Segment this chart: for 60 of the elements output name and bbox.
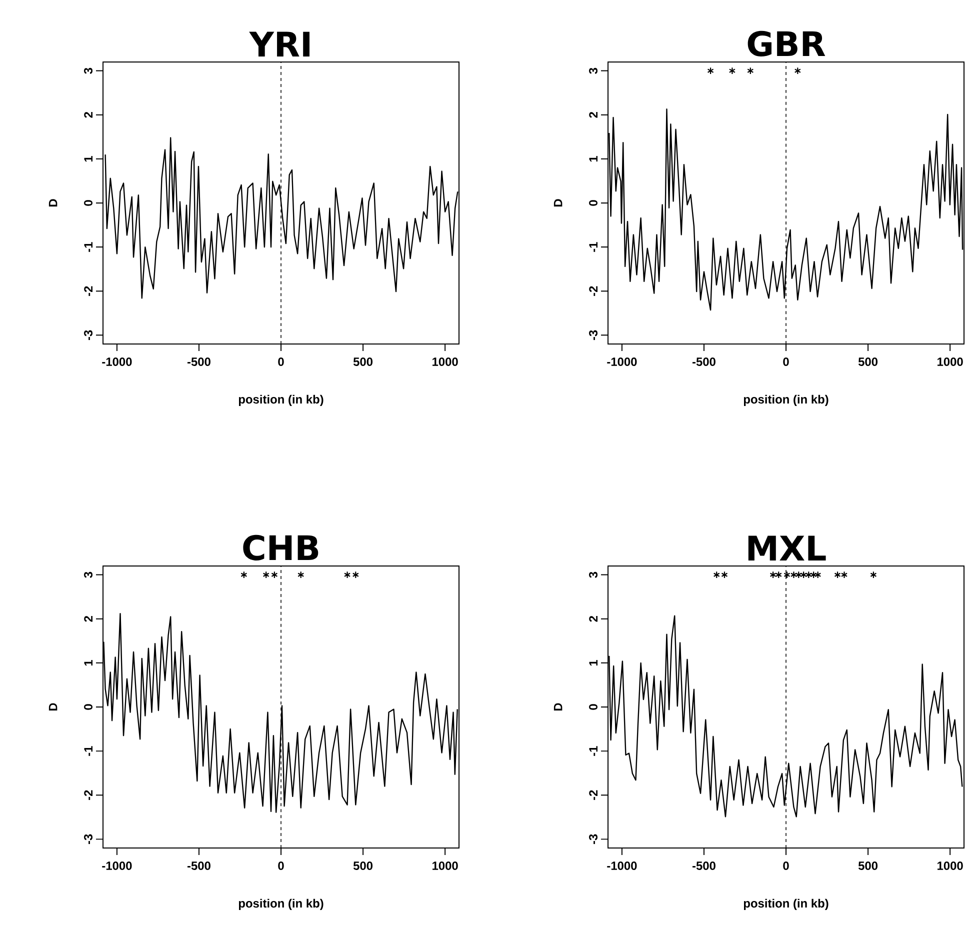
- x-tick-label: -500: [692, 862, 716, 870]
- y-axis-title: D: [554, 703, 562, 711]
- x-tick-label: -500: [187, 862, 210, 870]
- chart-title: YRI: [249, 32, 310, 56]
- y-tick-label: 0: [84, 704, 92, 710]
- y-tick-label: -1: [589, 746, 598, 756]
- x-tick-label: -1000: [607, 862, 637, 870]
- y-tick-label: -1: [84, 242, 92, 252]
- y-tick-label: 2: [589, 112, 598, 118]
- x-tick-label: -500: [187, 358, 210, 366]
- chart-title: MXL: [748, 536, 826, 560]
- y-tick-label: -3: [589, 330, 598, 340]
- y-tick-label: -2: [589, 790, 598, 800]
- y-tick-label: 1: [589, 660, 598, 666]
- y-axis-title: D: [48, 199, 58, 207]
- y-tick-label: -2: [84, 286, 92, 296]
- y-tick-label: 3: [84, 68, 92, 74]
- y-axis-title: D: [554, 199, 562, 207]
- x-tick-label: 0: [783, 862, 789, 870]
- y-tick-label: 0: [84, 200, 92, 206]
- y-tick-label: 2: [84, 112, 92, 118]
- y-tick-label: 1: [84, 156, 92, 162]
- x-tick-label: 500: [353, 862, 373, 870]
- y-tick-label: -3: [84, 330, 92, 340]
- x-tick-label: 500: [858, 862, 878, 870]
- x-axis-title: position (in kb): [744, 898, 828, 910]
- y-tick-label: 3: [589, 572, 598, 578]
- x-tick-label: 0: [783, 358, 789, 366]
- y-axis-title: D: [48, 703, 58, 711]
- y-tick-label: 3: [589, 68, 598, 74]
- x-tick-label: 1000: [432, 862, 458, 870]
- x-tick-label: 0: [278, 358, 284, 366]
- y-tick-label: 0: [589, 200, 598, 206]
- y-tick-label: -1: [589, 242, 598, 252]
- x-tick-label: -500: [692, 358, 716, 366]
- x-axis-title: position (in kb): [238, 898, 324, 910]
- x-tick-label: 1000: [938, 358, 963, 366]
- x-tick-label: -1000: [607, 358, 637, 366]
- x-tick-label: 500: [858, 358, 878, 366]
- chart-title: GBR: [748, 30, 826, 56]
- y-tick-label: -3: [589, 834, 598, 844]
- x-tick-label: 0: [278, 862, 284, 870]
- x-axis-title: position (in kb): [238, 394, 324, 406]
- y-tick-label: 1: [589, 156, 598, 162]
- y-tick-label: -3: [84, 834, 92, 844]
- x-tick-label: -1000: [102, 862, 132, 870]
- y-tick-label: 2: [84, 616, 92, 622]
- x-tick-label: 1000: [432, 358, 458, 366]
- y-tick-label: 0: [589, 704, 598, 710]
- y-tick-label: -2: [589, 286, 598, 296]
- x-axis-title: position (in kb): [744, 394, 828, 406]
- y-tick-label: -2: [84, 790, 92, 800]
- y-tick-label: 1: [84, 660, 92, 666]
- y-tick-label: -1: [84, 746, 92, 756]
- y-tick-label: 3: [84, 572, 92, 578]
- chart-title: CHB: [243, 534, 318, 561]
- y-tick-label: 2: [589, 616, 598, 622]
- x-tick-label: 1000: [938, 862, 963, 870]
- x-tick-label: -1000: [102, 358, 132, 366]
- x-tick-label: 500: [353, 358, 373, 366]
